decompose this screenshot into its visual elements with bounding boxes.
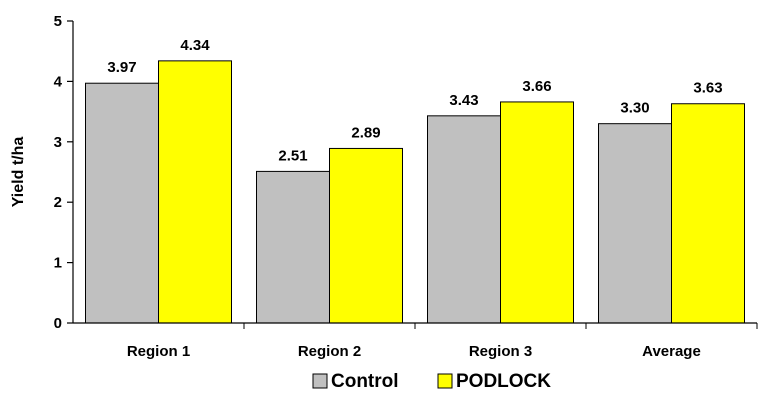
data-label-podlock-4: 3.63 xyxy=(693,80,722,97)
bar-control-1 xyxy=(85,82,159,324)
data-label-control-2: 2.51 xyxy=(278,147,307,164)
bar-control-3 xyxy=(427,115,501,324)
legend: Control PODLOCK xyxy=(312,371,551,392)
data-label-podlock-1: 4.34 xyxy=(180,37,210,54)
data-label-podlock-3: 3.66 xyxy=(522,78,551,95)
y-tick-label: 3 xyxy=(54,134,62,151)
legend-swatch-control xyxy=(312,373,328,389)
x-tick-label: Region 2 xyxy=(298,343,361,360)
legend-swatch-podlock xyxy=(437,373,453,389)
y-tick-label: 0 xyxy=(54,315,62,332)
bar-control-2 xyxy=(256,170,330,324)
y-tick-label: 5 xyxy=(54,13,62,30)
bar-podlock-2 xyxy=(329,147,403,324)
data-label-control-1: 3.97 xyxy=(107,59,136,76)
bar-podlock-3 xyxy=(500,101,574,324)
bar-podlock-1 xyxy=(158,60,232,324)
x-tick-label: Region 1 xyxy=(127,343,190,360)
legend-label-podlock: PODLOCK xyxy=(456,371,551,392)
bar-control-4 xyxy=(598,123,672,324)
x-tick-label: Average xyxy=(642,343,701,360)
data-label-control-4: 3.30 xyxy=(620,100,649,117)
data-label-control-3: 3.43 xyxy=(449,92,478,109)
x-tick-label: Region 3 xyxy=(469,343,532,360)
plot-area: 3.97 4.34 Region 1 2.51 2.89 Region 2 3.43 3.66… xyxy=(54,13,758,360)
y-tick-label: 1 xyxy=(54,255,62,272)
y-tick-label: 2 xyxy=(54,194,62,211)
legend-label-control: Control xyxy=(331,371,399,392)
y-tick-label: 4 xyxy=(54,73,63,90)
data-label-podlock-2: 2.89 xyxy=(351,124,380,141)
y-axis-label: Yield t/ha xyxy=(10,137,27,208)
bar-podlock-4 xyxy=(671,103,745,324)
